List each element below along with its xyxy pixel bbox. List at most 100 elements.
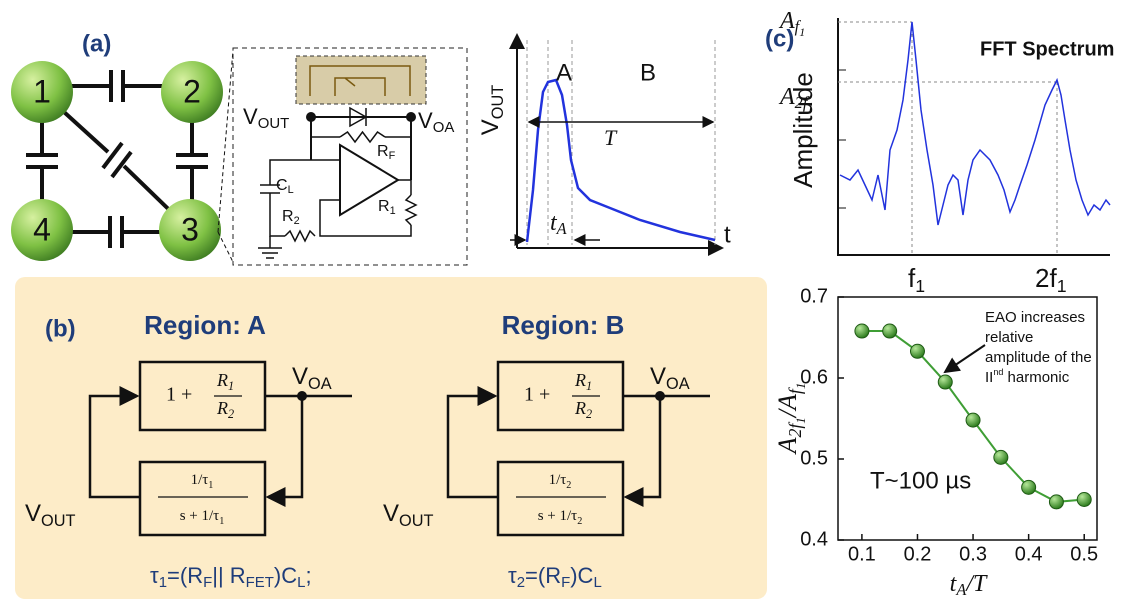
annotation-part: harmonic [1003,369,1069,386]
shape [320,200,411,236]
circuit-label: VOUT [243,104,289,132]
equation-sub: 1 [159,574,167,591]
input-label-part: V [25,500,41,527]
circuit-label-part: C [276,177,288,194]
node-label-sub: OA [308,375,332,393]
node-label: 2 [183,73,201,109]
axis-label: tA [550,210,568,239]
node-label-part: V [650,363,666,390]
annotation: IInd harmonic [985,367,1070,386]
feedback-text-part: s + 1/τ [538,508,578,524]
y-axis-label-part: A [773,437,802,455]
input-label-part: V [383,500,399,527]
axis-label-part: A [778,8,795,34]
shape [340,132,385,142]
data-point [883,324,897,338]
axis-label-sub: 1 [799,25,805,39]
feedback-text: s + 1/τ2 [538,508,583,526]
annotation: EAO increases [985,309,1085,326]
circuit-label-sub: 2 [294,215,300,227]
equation-part: )C [274,563,297,588]
x-tick-label-sub: 1 [1057,276,1067,296]
circuit-label: CL [276,177,294,196]
circuit-label-sub: OA [433,119,455,136]
panel-label: (b) [45,315,76,342]
region-label: A [556,59,572,86]
shape [285,231,315,241]
axis-label-sub: OUT [489,85,507,119]
equation-part: ; [305,563,311,588]
circuit-label-part: R [377,143,389,160]
equation-sub: 2 [517,574,525,591]
axis-label-part: A [778,84,795,110]
node-label: 4 [33,211,51,247]
input-label-sub: OUT [399,512,433,530]
panel-b-background [15,277,767,599]
axis-label: VOUT [477,85,507,135]
equation-sub: L [593,574,601,591]
annotation-sup: nd [993,367,1003,377]
panel-label: (a) [82,30,111,57]
wire [112,152,131,177]
feedback-text-part: 1/τ [549,472,567,488]
figure: (a)(b)(c)1243VOUTVOARFCLR2R1VOUTABTtAtFF… [0,0,1135,604]
y-axis-label-part: /A [773,394,802,419]
wire [945,345,985,372]
equation-sub: FET [246,574,274,591]
x-tick-label: 0.3 [959,543,987,565]
circuit-label-sub: L [288,184,294,196]
wire [103,143,122,168]
feedback-text-part: 1/τ [191,472,209,488]
circuit-label: VOA [418,108,454,136]
period-note: T~100 µs [870,467,971,494]
annotation: amplitude of the [985,349,1092,366]
equation-sub: F [561,574,570,591]
annotation-part: relative [985,329,1033,346]
annotation-part: EAO increases [985,309,1085,326]
equation-part: =(R [167,563,203,588]
annotation-part: II [985,369,993,386]
junction [306,112,316,122]
data-point [938,375,952,389]
input-label-sub: OUT [41,512,75,530]
period-label: T [604,125,618,150]
gain-text-sub: 1 [586,379,592,393]
shape [406,195,416,225]
node-label-sub: OA [666,375,690,393]
gain-text-part: R [216,398,228,418]
gain-text-part: R [574,398,586,418]
data-point [1077,493,1091,507]
junction [406,112,416,122]
circuit-label-part: V [243,104,258,129]
feedback-text-sub: 2 [577,516,582,527]
x-tick-label: 0.1 [848,543,876,565]
region-title: Region: B [502,310,625,340]
equation-sub: L [297,574,305,591]
x-tick-label: 0.5 [1070,543,1098,565]
y-axis-label-sub: 1 [793,383,808,390]
circuit-label-part: R [282,208,294,225]
circuit-label-part: V [418,108,433,133]
circuit-label-part: R [378,198,390,215]
y-tick-label: 0.4 [800,528,828,550]
node-label: 3 [181,211,199,247]
y-tick-label: 0.5 [800,447,828,469]
x-tick-label: 0.4 [1015,543,1043,565]
feedback-text-sub: 1 [219,516,224,527]
data-point [1049,495,1063,509]
circuit-label-sub: F [389,150,396,162]
gain-text-sub: 2 [586,407,592,421]
equation-part: τ [150,563,159,588]
circuit-label: R2 [282,208,300,227]
data-point [966,413,980,427]
axis-label-part: V [477,119,504,135]
x-axis-label: tA/T [950,571,988,600]
axis-label: t [724,221,731,248]
circuit-label-sub: 1 [390,205,396,217]
axis-label-sub: 1 [807,101,813,115]
data-point [994,450,1008,464]
x-tick-label-sub: 1 [915,276,925,296]
y-tick-label: 0.7 [800,285,828,307]
x-tick-label: f1 [908,263,925,296]
feedback-text-part: s + 1/τ [180,508,220,524]
